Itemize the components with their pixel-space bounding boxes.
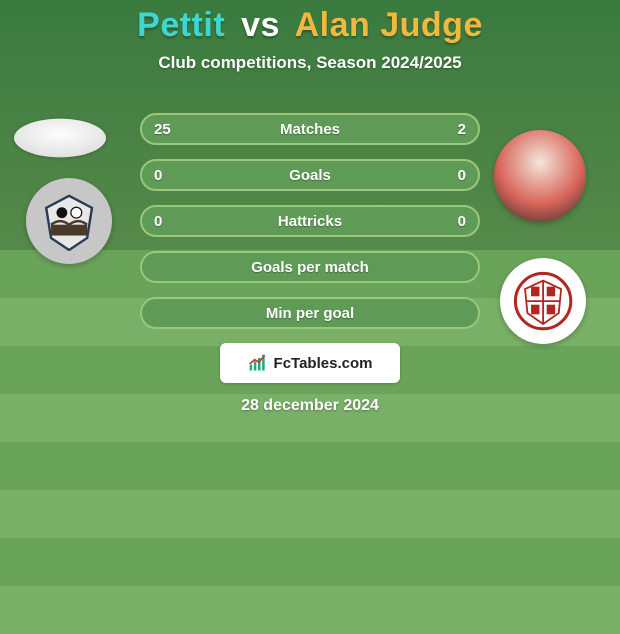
stats-container: 25 Matches 2 0 Goals 0 0 Hattricks 0 Goals per ma… <box>140 113 480 329</box>
player1-name: Pettit <box>137 6 225 44</box>
stat-row: 0 Goals 0 <box>140 159 480 191</box>
stat-row: 25 Matches 2 <box>140 113 480 145</box>
player2-avatar <box>494 130 586 222</box>
player1-avatar <box>14 119 106 158</box>
stat-label: Min per goal <box>266 305 354 322</box>
watermark-text: FcTables.com <box>274 355 373 372</box>
stat-label: Goals <box>289 167 331 184</box>
player1-club-crest <box>26 178 112 264</box>
vs-label: vs <box>241 6 280 44</box>
stat-label: Matches <box>280 121 340 138</box>
stat-row: Min per goal <box>140 297 480 329</box>
subtitle: Club competitions, Season 2024/2025 <box>0 53 620 73</box>
comparison-title: Pettit vs Alan Judge <box>0 0 620 45</box>
stat-value-player2: 2 <box>458 121 466 138</box>
stat-label: Hattricks <box>278 213 342 230</box>
stat-value-player2: 0 <box>458 213 466 230</box>
stat-value-player1: 0 <box>154 213 162 230</box>
stat-value-player2: 0 <box>458 167 466 184</box>
stat-value-player1: 25 <box>154 121 171 138</box>
stat-value-player1: 0 <box>154 167 162 184</box>
crest-right-icon <box>513 271 573 331</box>
snapshot-date: 28 december 2024 <box>0 397 620 415</box>
crest-left-icon <box>39 191 99 251</box>
stat-row: 0 Hattricks 0 <box>140 205 480 237</box>
player2-name: Alan Judge <box>295 6 483 44</box>
player2-club-crest <box>500 258 586 344</box>
watermark-badge: FcTables.com <box>220 343 400 383</box>
stat-label: Goals per match <box>251 259 369 276</box>
stat-row: Goals per match <box>140 251 480 283</box>
chart-icon <box>248 353 268 373</box>
